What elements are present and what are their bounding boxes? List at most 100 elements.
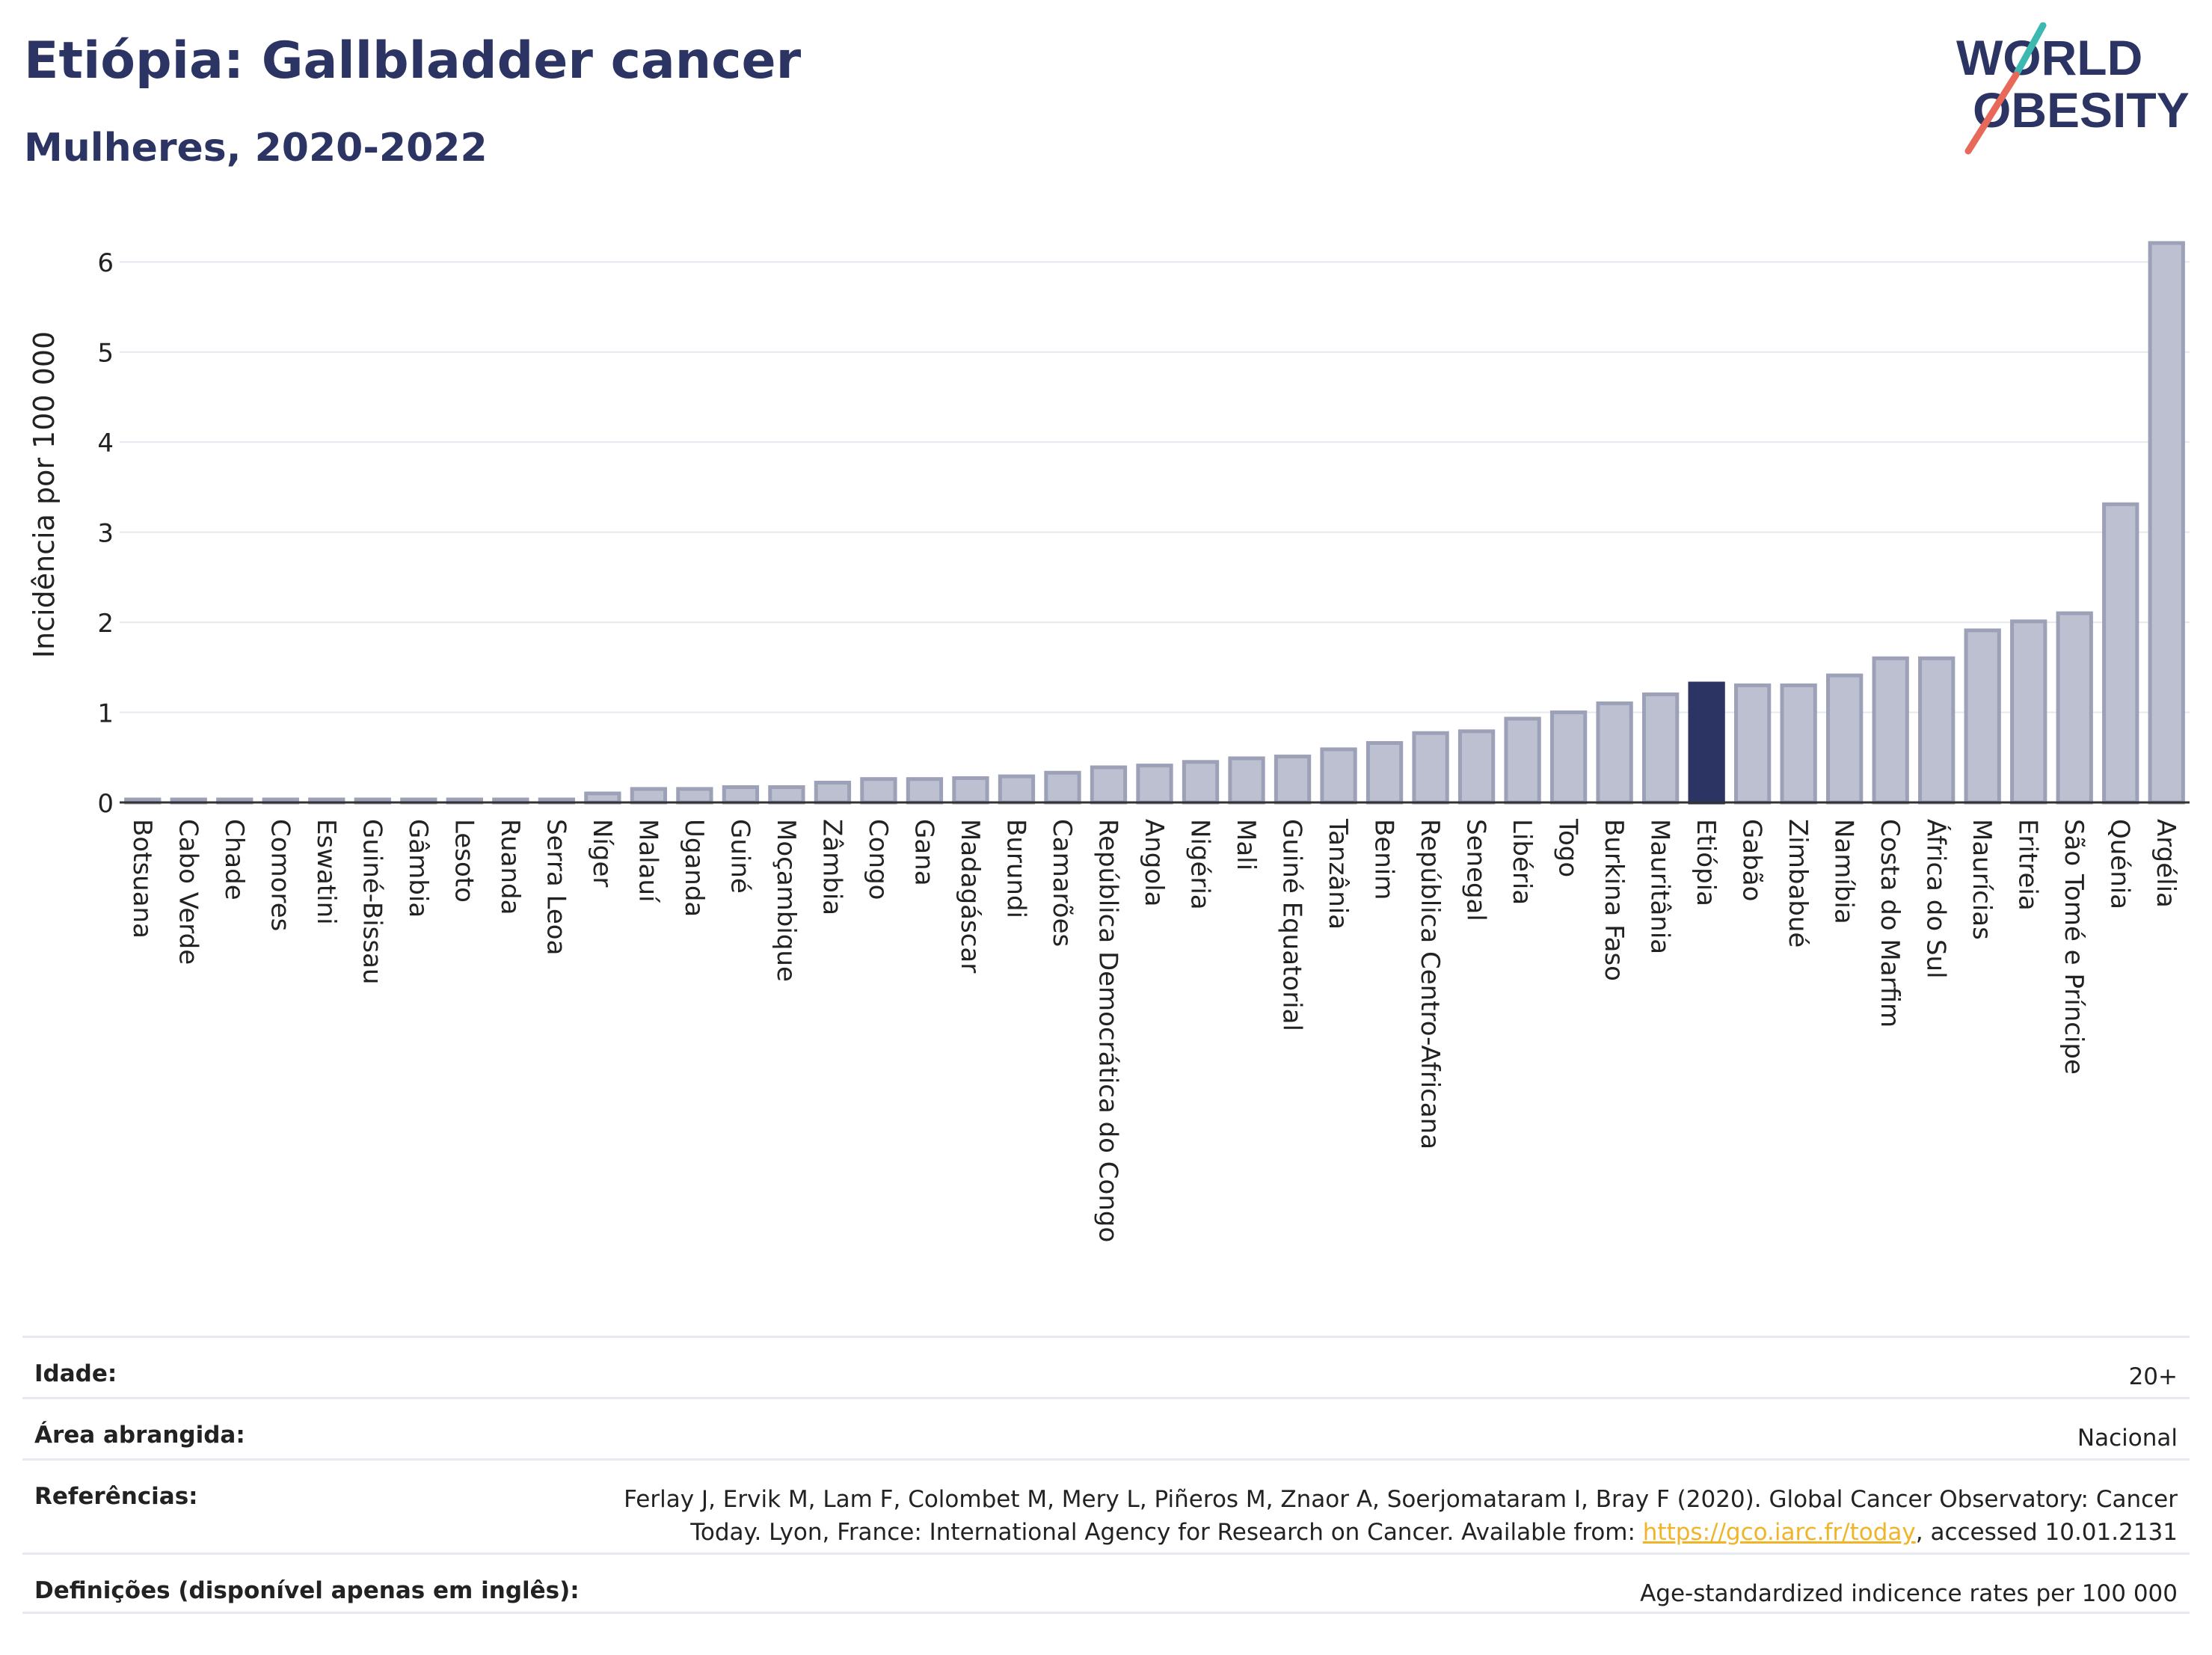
chart-title: Etiópia: Gallbladder cancer	[24, 31, 802, 90]
bar-guin-equatorial[interactable]	[1274, 755, 1312, 805]
references-line2-pre: Today. Lyon, France: International Agenc…	[690, 1519, 1643, 1546]
meta-row-definitions: Definições (disponível apenas em inglês)…	[22, 1553, 2190, 1614]
x-tick-label: Guiné Equatorial	[1277, 819, 1307, 1031]
y-tick-label: 0	[97, 789, 114, 819]
bar-maurit-nia[interactable]	[1641, 692, 1680, 805]
x-tick-label: Guiné-Bissau	[357, 819, 387, 984]
x-axis-labels: Botsuana Cabo Verde Chade Comores Eswatini Gu…	[127, 818, 2181, 1242]
bar-chart: 0 1 2 3 4 5 6 Botsuana Cabo Verde Chade Comores Es…	[28, 241, 2190, 1242]
bar-eti-pia[interactable]	[1688, 681, 1725, 805]
x-tick-label: Congo	[863, 819, 893, 900]
bar-angola[interactable]	[1136, 764, 1173, 805]
bar-uganda[interactable]	[676, 787, 713, 805]
x-tick-label: Serra Leoa	[541, 819, 571, 955]
logo-line1: WORLD	[1956, 30, 2142, 85]
x-tick-label: Benim	[1369, 819, 1399, 900]
bar-n-ger[interactable]	[584, 791, 621, 805]
x-tick-label: Costa do Marfim	[1875, 819, 1905, 1028]
logo-slash-teal	[2014, 22, 2047, 76]
bar-madag-scar[interactable]	[952, 776, 989, 805]
x-tick-label: Níger	[587, 819, 617, 887]
bar-burkina-faso[interactable]	[1596, 701, 1633, 805]
bar-eritreia[interactable]	[2010, 619, 2047, 805]
x-tick-label: Burkina Faso	[1599, 819, 1629, 981]
x-tick-label: Chade	[219, 819, 249, 900]
bar-tanz-nia[interactable]	[1320, 747, 1357, 805]
x-tick-label: Gana	[909, 819, 938, 886]
y-tick-label: 2	[97, 609, 114, 639]
y-tick-label: 1	[97, 699, 114, 729]
x-tick-label: Eswatini	[311, 819, 341, 925]
references-label: Referências:	[34, 1483, 198, 1510]
age-label: Idade:	[34, 1360, 117, 1387]
bar-benim[interactable]	[1365, 740, 1404, 805]
bar-camar-es[interactable]	[1044, 770, 1081, 805]
x-tick-label: Togo	[1553, 818, 1583, 877]
chart-subtitle: Mulheres, 2020-2022	[24, 126, 488, 171]
x-tick-label: Quénia	[2105, 819, 2135, 909]
x-tick-label: Etiópia	[1691, 819, 1721, 906]
x-tick-label: Cabo Verde	[173, 819, 203, 965]
gridlines	[120, 261, 2190, 713]
bar-mali[interactable]	[1228, 756, 1265, 805]
x-tick-label: Botsuana	[127, 819, 157, 939]
bar-zimbabu-[interactable]	[1780, 683, 1817, 805]
x-tick-label: Zâmbia	[817, 819, 847, 915]
area-value: Nacional	[2077, 1425, 2178, 1452]
bars	[124, 241, 2185, 805]
bar-congo[interactable]	[860, 777, 897, 805]
x-tick-label: Lesoto	[449, 819, 479, 903]
references-line2-post: , accessed 10.01.2131	[1915, 1519, 2178, 1546]
bar-nam-bia[interactable]	[1826, 673, 1864, 805]
bar-maur-cias[interactable]	[1964, 628, 2001, 805]
metadata-table: Idade: 20+ Área abrangida: Nacional Refe…	[22, 1336, 2190, 1614]
x-tick-label: Comores	[265, 819, 295, 931]
bar-malau-[interactable]	[630, 787, 668, 805]
x-tick-label: Gâmbia	[403, 819, 433, 918]
bar-rep-blica-centro-africana[interactable]	[1412, 731, 1449, 805]
x-tick-label: Tanzânia	[1323, 818, 1353, 930]
x-tick-label: Guiné	[725, 819, 755, 894]
bar-gab-o[interactable]	[1734, 683, 1772, 805]
y-axis-ticks: 0 1 2 3 4 5 6	[97, 248, 114, 819]
references-line1: Ferlay J, Ervik M, Lam F, Colombet M, Me…	[624, 1486, 2178, 1513]
x-tick-label: Uganda	[679, 819, 709, 917]
x-tick-label: Namíbia	[1829, 819, 1859, 924]
x-tick-label: Mali	[1231, 819, 1261, 871]
x-tick-label: Zimbabué	[1783, 819, 1813, 948]
bar-qu-nia[interactable]	[2102, 502, 2139, 805]
world-obesity-logo: WORLD OBESITY	[1956, 22, 2190, 155]
logo-slash-red	[1964, 71, 2020, 155]
age-value: 20+	[2128, 1363, 2178, 1390]
meta-row-references: Referências: Ferlay J, Ervik M, Lam F, C…	[22, 1458, 2190, 1553]
y-axis-label: Incidência por 100 000	[28, 331, 61, 658]
bar-burundi[interactable]	[998, 774, 1036, 805]
bar--frica-do-sul[interactable]	[1918, 656, 1956, 805]
x-tick-label: São Tomé e Príncipe	[2059, 819, 2089, 1075]
bar-nig-ria[interactable]	[1182, 760, 1220, 805]
bar-guin-[interactable]	[722, 785, 760, 805]
x-tick-label: Nigéria	[1185, 819, 1215, 910]
bar-s-o-tom-e-pr-ncipe[interactable]	[2056, 611, 2093, 805]
references-link[interactable]: https://gco.iarc.fr/today	[1642, 1519, 1916, 1546]
bar-senegal[interactable]	[1457, 729, 1496, 805]
meta-row-area: Área abrangida: Nacional	[22, 1397, 2190, 1458]
x-tick-label: Madagáscar	[955, 819, 985, 973]
meta-row-age: Idade: 20+	[22, 1336, 2190, 1397]
x-tick-label: Maurícias	[1967, 819, 1997, 940]
y-tick-label: 5	[97, 339, 114, 369]
bar-costa-do-marfim[interactable]	[1872, 656, 1909, 805]
bar-lib-ria[interactable]	[1504, 716, 1541, 805]
bar-z-mbia[interactable]	[814, 780, 852, 805]
x-tick-label: Moçambique	[771, 819, 801, 982]
x-tick-label: Eritreia	[2013, 819, 2043, 911]
bar-arg-lia[interactable]	[2148, 241, 2185, 805]
area-label: Área abrangida:	[34, 1422, 245, 1449]
x-tick-label: República Democrática do Congo	[1093, 819, 1122, 1242]
bar-rep-blica-democr-tica-do-congo[interactable]	[1090, 765, 1128, 805]
x-tick-label: Camarões	[1047, 819, 1077, 947]
bar-togo[interactable]	[1549, 710, 1588, 805]
y-tick-label: 4	[97, 429, 114, 458]
bar-gana[interactable]	[906, 777, 944, 805]
bar-mo-ambique[interactable]	[768, 785, 805, 805]
